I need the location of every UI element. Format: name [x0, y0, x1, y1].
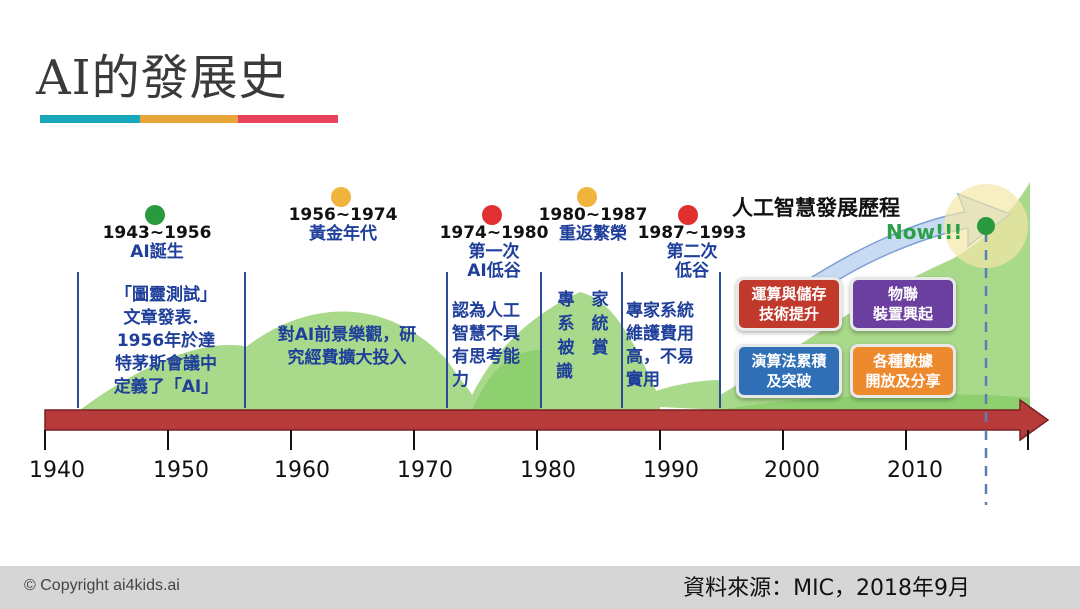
- source-text: 資料來源：MIC，2018年9月: [683, 576, 970, 601]
- accent-bar-teal: [40, 115, 140, 123]
- factor-box-iot: 物聯 裝置興起: [850, 277, 956, 331]
- dot-1974: [482, 205, 502, 225]
- period-1956-desc: 對AI前景樂觀，研 究經費擴大投入: [277, 325, 417, 368]
- page-title: AI的發展史: [36, 50, 288, 106]
- footer-bar: © Copyright ai4kids.ai 資料來源：MIC，2018年9月: [0, 566, 1080, 609]
- axis-year-1940: 1940: [29, 458, 85, 483]
- dot-1987: [678, 205, 698, 225]
- wave-2000-low: [720, 394, 1030, 410]
- factor-box-computing: 運算與儲存 技術提升: [736, 277, 842, 331]
- axis-year-1960: 1960: [274, 458, 330, 483]
- wave-1943: [80, 345, 246, 410]
- wave-1990: [620, 380, 720, 410]
- period-1956-label: 1956~1974 黃金年代: [288, 205, 398, 244]
- timeline-axis: [44, 398, 1050, 442]
- wave-dip-1974: [447, 360, 472, 410]
- now-dot: [977, 217, 995, 235]
- axis-year-2000: 2000: [764, 458, 820, 483]
- axis-year-1950: 1950: [153, 458, 209, 483]
- wave-1956: [246, 311, 447, 410]
- period-1987-label: 1987~1993 第二次 低谷: [637, 223, 747, 281]
- period-1980-desc: 專 家 系 統 被 賞 識: [556, 290, 609, 382]
- axis-year-1990: 1990: [643, 458, 699, 483]
- period-1974-desc: 認為人工 智慧不具 有思考能 力: [452, 301, 520, 390]
- period-1980-label: 1980~1987 重返繁榮: [538, 205, 648, 244]
- history-label: 人工智慧發展歷程: [732, 196, 900, 220]
- factor-box-data: 各種數據 開放及分享: [850, 344, 956, 398]
- accent-bar-red: [238, 115, 338, 123]
- dot-1943: [145, 205, 165, 225]
- now-label: Now!!!: [886, 220, 963, 244]
- axis-year-2010: 2010: [887, 458, 943, 483]
- period-1943-label: 1943~1956 AI誕生: [102, 223, 212, 262]
- wave-inner: [472, 350, 540, 410]
- period-1987-desc: 專家系統 維護費用 高，不易 實用: [626, 301, 694, 390]
- factor-box-algorithm: 演算法累積 及突破: [736, 344, 842, 398]
- axis-year-1970: 1970: [397, 458, 453, 483]
- accent-bar-orange: [140, 115, 238, 123]
- period-1974-label: 1974~1980 第一次 AI低谷: [439, 223, 549, 281]
- axis-year-1980: 1980: [520, 458, 576, 483]
- dot-1956: [331, 187, 351, 207]
- dot-1980: [577, 187, 597, 207]
- period-1943-desc: 「圖靈測試」 文章發表． 1956年於達 特茅斯會議中 定義了「AI」: [113, 285, 219, 397]
- copyright-text: © Copyright ai4kids.ai: [24, 577, 180, 594]
